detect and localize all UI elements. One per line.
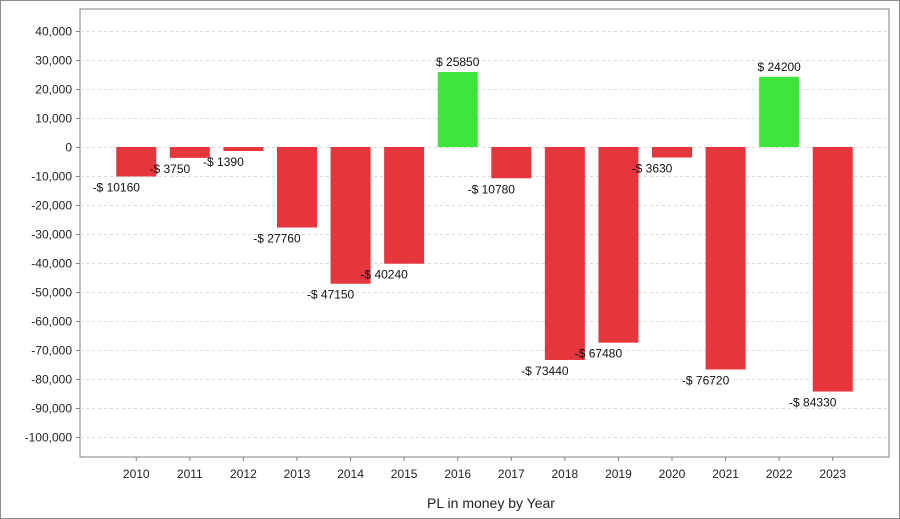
data-label: -$ 1390 bbox=[203, 155, 244, 169]
y-tick-label: -70,000 bbox=[31, 344, 72, 358]
bar bbox=[169, 147, 210, 158]
plot-area bbox=[79, 8, 890, 458]
y-tick-label: 40,000 bbox=[35, 25, 72, 39]
x-tick-label: 2012 bbox=[230, 467, 257, 481]
bar bbox=[330, 147, 371, 284]
bars bbox=[116, 72, 853, 392]
y-tick-label: 10,000 bbox=[35, 112, 72, 126]
bar bbox=[705, 147, 746, 370]
y-tick-label: -40,000 bbox=[31, 257, 72, 271]
grid-lines bbox=[79, 8, 890, 458]
x-tick-label: 2014 bbox=[337, 467, 364, 481]
bar bbox=[223, 147, 264, 152]
data-label: -$ 40240 bbox=[360, 268, 408, 282]
y-tick-label: 0 bbox=[65, 141, 72, 155]
bar bbox=[437, 72, 478, 147]
x-tick-label: 2013 bbox=[284, 467, 311, 481]
bar bbox=[544, 147, 585, 360]
y-tick-label: -80,000 bbox=[31, 373, 72, 387]
y-tick-label: 30,000 bbox=[35, 54, 72, 68]
data-label: $ 24200 bbox=[757, 60, 801, 74]
y-tick-label: -20,000 bbox=[31, 199, 72, 213]
data-labels: -$ 10160 -$ 3750 -$ 1390 -$ 27760 -$ 47150 -$… bbox=[93, 55, 837, 410]
bar bbox=[116, 147, 157, 177]
data-label: -$ 27760 bbox=[253, 232, 301, 246]
y-tick-label: -50,000 bbox=[31, 286, 72, 300]
x-tick-label: 2016 bbox=[444, 467, 471, 481]
y-tick-label: -100,000 bbox=[25, 431, 73, 445]
x-tick-label: 2011 bbox=[177, 467, 203, 481]
data-label: -$ 84330 bbox=[789, 396, 837, 410]
data-label: -$ 3630 bbox=[632, 162, 673, 176]
bar bbox=[812, 147, 853, 392]
bar bbox=[598, 147, 639, 343]
y-tick-label: -10,000 bbox=[31, 170, 72, 184]
bar bbox=[276, 147, 317, 228]
data-label: -$ 73440 bbox=[521, 364, 569, 378]
data-label: -$ 3750 bbox=[149, 162, 190, 176]
x-tick-label: 2019 bbox=[605, 467, 632, 481]
data-label: $ 25850 bbox=[436, 55, 480, 69]
x-tick-label: 2023 bbox=[819, 467, 846, 481]
x-tick-label: 2022 bbox=[766, 467, 793, 481]
x-tick-label: 2020 bbox=[659, 467, 686, 481]
x-axis-title: PL in money by Year bbox=[427, 495, 555, 511]
bar bbox=[652, 147, 693, 158]
data-label: -$ 76720 bbox=[682, 373, 730, 387]
y-tick-label: 20,000 bbox=[35, 83, 72, 97]
x-tick-label: 2015 bbox=[391, 467, 418, 481]
y-tick-label: -90,000 bbox=[31, 402, 72, 416]
x-tick-label: 2010 bbox=[123, 467, 150, 481]
bar bbox=[759, 76, 800, 147]
x-tick-label: 2018 bbox=[552, 467, 579, 481]
bar bbox=[384, 147, 425, 264]
y-tick-label: -60,000 bbox=[31, 315, 72, 329]
axes: 40,000 30,000 20,000 10,000 0 -10,000 -20,000 -… bbox=[25, 25, 847, 482]
bar bbox=[491, 147, 532, 179]
y-tick-label: -30,000 bbox=[31, 228, 72, 242]
data-label: -$ 67480 bbox=[575, 347, 623, 361]
x-tick-label: 2021 bbox=[712, 467, 739, 481]
data-label: -$ 10780 bbox=[468, 182, 516, 196]
data-label: -$ 47150 bbox=[307, 288, 355, 302]
x-tick-label: 2017 bbox=[498, 467, 525, 481]
data-label: -$ 10160 bbox=[93, 180, 141, 194]
